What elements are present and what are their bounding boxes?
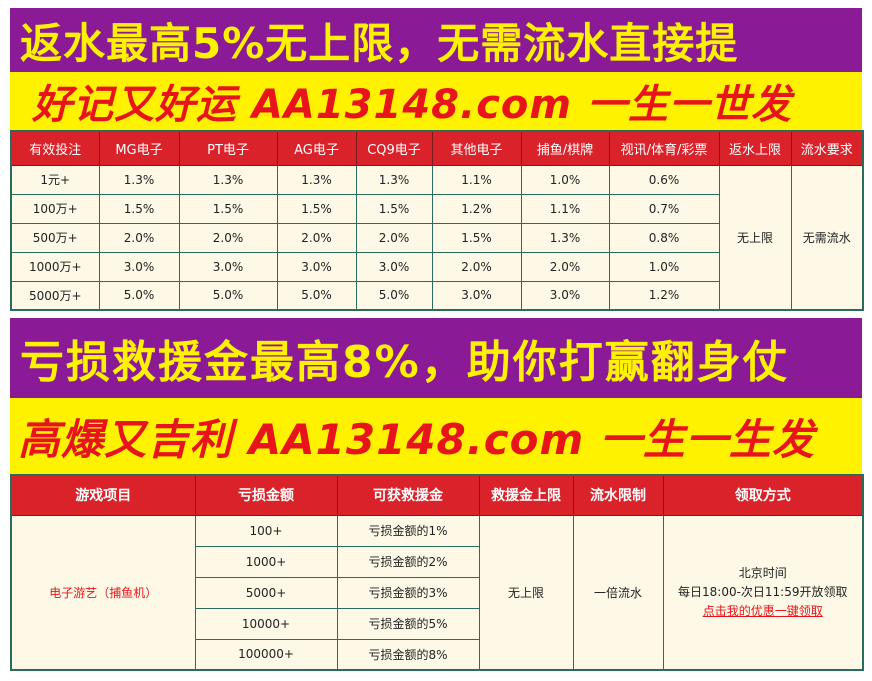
rebate-banner-slogan-text: 好记又好运 AA13148.com 一生一世发 [32, 82, 792, 128]
rebate-panel: 返水最高5%无上限，无需流水直接提 好记又好运 AA13148.com 一生一世… [10, 8, 864, 311]
rebate-header-cap: 返水上限 [718, 130, 792, 166]
rebate-header-bet: 有效投注 [10, 130, 100, 166]
table-cell: 100万+ [10, 193, 100, 224]
table-row: 5000+ 亏损金额的3% [11, 576, 863, 609]
table-row: 电子游艺（捕鱼机） 100+ 亏损金额的1% 无上限 一倍流水 北京时间 每日1… [10, 514, 864, 671]
table-cell: 1.5% [355, 193, 433, 224]
table-cell: 1.0% [608, 251, 720, 282]
table-cell: 1.3% [355, 164, 433, 195]
table-cell: 3.0% [276, 251, 357, 282]
rescue-cap-cell: 无上限 [478, 514, 574, 671]
rescue-header-loss: 亏损金额 [194, 474, 338, 516]
rescue-header-cap: 救援金上限 [478, 474, 574, 516]
table-row: 100000+ 亏损金额的8% [11, 638, 863, 671]
table-cell: 1.0% [520, 164, 610, 195]
table-cell: 1.1% [520, 193, 610, 224]
rebate-table-header-row: 有效投注 MG电子 PT电子 AG电子 CQ9电子 其他电子 捕鱼/棋牌 视讯/… [10, 130, 864, 166]
rebate-cap-cell: 无上限 [718, 164, 792, 311]
rescue-header-turnover: 流水限制 [572, 474, 664, 516]
table-cell: 5000+ [194, 576, 338, 609]
table-cell: 亏损金额的5% [336, 607, 480, 640]
rescue-panel: 亏损救援金最高8%，助你打赢翻身仗 高爆又吉利 AA13148.com 一生一生… [10, 318, 864, 672]
table-cell: 亏损金额的8% [336, 638, 480, 671]
table-cell: 2.0% [276, 222, 357, 253]
rescue-header-claim: 领取方式 [662, 474, 864, 516]
table-cell: 0.6% [608, 164, 720, 195]
game-cell: 电子游艺（捕鱼机） [10, 514, 196, 671]
table-row: 1000万+ 3.0% 3.0% 3.0% 3.0% 2.0% 2.0% 1.0… [10, 251, 863, 282]
table-cell: 100000+ [194, 638, 338, 671]
table-row: 5000万+ 5.0% 5.0% 5.0% 5.0% 3.0% 3.0% 1.2… [10, 280, 863, 311]
rebate-header-fishing: 捕鱼/棋牌 [520, 130, 610, 166]
table-cell: 2.0% [355, 222, 433, 253]
table-cell: 3.0% [355, 251, 433, 282]
table-cell: 500万+ [10, 222, 100, 253]
rescue-header-game: 游戏项目 [10, 474, 196, 516]
rebate-banner-slogan: 好记又好运 AA13148.com 一生一世发 [10, 72, 862, 130]
rescue-banner-slogan-text: 高爆又吉利 AA13148.com 一生一生发 [18, 414, 815, 464]
table-cell: 0.8% [608, 222, 720, 253]
rebate-header-cq9: CQ9电子 [355, 130, 433, 166]
table-cell: 1.2% [431, 193, 522, 224]
rebate-header-mg: MG电子 [98, 130, 180, 166]
table-cell: 2.0% [178, 222, 278, 253]
rescue-banner-title: 亏损救援金最高8%，助你打赢翻身仗 [10, 318, 862, 398]
table-cell: 1.5% [276, 193, 357, 224]
turnover-req-cell: 无需流水 [790, 164, 864, 311]
table-cell: 2.0% [431, 251, 522, 282]
table-cell: 1.3% [98, 164, 180, 195]
table-cell: 0.7% [608, 193, 720, 224]
table-row: 10000+ 亏损金额的5% [11, 607, 863, 640]
table-cell: 3.0% [178, 251, 278, 282]
table-cell: 10000+ [194, 607, 338, 640]
table-cell: 1元+ [10, 164, 100, 195]
table-cell: 5.0% [355, 280, 433, 311]
table-cell: 5.0% [178, 280, 278, 311]
table-cell: 100+ [194, 514, 338, 547]
table-cell: 5.0% [276, 280, 357, 311]
table-cell: 2.0% [98, 222, 180, 253]
table-cell: 亏损金额的3% [336, 576, 480, 609]
table-cell: 3.0% [98, 251, 180, 282]
table-cell: 1.5% [431, 222, 522, 253]
table-row: 1000+ 亏损金额的2% [11, 545, 863, 578]
table-cell: 1.5% [98, 193, 180, 224]
table-row: 500万+ 2.0% 2.0% 2.0% 2.0% 1.5% 1.3% 0.8% [10, 222, 863, 253]
rescue-table-header-row: 游戏项目 亏损金额 可获救援金 救援金上限 流水限制 领取方式 [10, 474, 864, 516]
table-row: 1元+ 1.3% 1.3% 1.3% 1.3% 1.1% 1.0% 0.6% 无… [10, 164, 864, 311]
rebate-table: 有效投注 MG电子 PT电子 AG电子 CQ9电子 其他电子 捕鱼/棋牌 视讯/… [10, 130, 864, 311]
claim-cell: 北京时间 每日18:00-次日11:59开放领取 点击我的优惠一键领取 [662, 514, 864, 671]
table-cell: 1000万+ [10, 251, 100, 282]
turnover-limit-cell: 一倍流水 [572, 514, 664, 671]
table-cell: 3.0% [520, 280, 610, 311]
table-cell: 1.5% [178, 193, 278, 224]
rebate-header-other: 其他电子 [431, 130, 522, 166]
rescue-header-bonus: 可获救援金 [336, 474, 480, 516]
table-cell: 1.3% [276, 164, 357, 195]
rescue-banner-slogan: 高爆又吉利 AA13148.com 一生一生发 [10, 398, 862, 474]
rebate-header-ag: AG电子 [276, 130, 357, 166]
rebate-header-live: 视讯/体育/彩票 [608, 130, 720, 166]
table-cell: 1.3% [520, 222, 610, 253]
table-row: 100万+ 1.5% 1.5% 1.5% 1.5% 1.2% 1.1% 0.7% [10, 193, 863, 224]
table-cell: 3.0% [431, 280, 522, 311]
table-cell: 5000万+ [10, 280, 100, 311]
rebate-header-turnover: 流水要求 [790, 130, 864, 166]
table-cell: 亏损金额的1% [336, 514, 480, 547]
claim-link[interactable]: 点击我的优惠一键领取 [702, 603, 823, 618]
table-cell: 1.3% [178, 164, 278, 195]
table-cell: 2.0% [520, 251, 610, 282]
claim-time-window: 每日18:00-次日11:59开放领取 [678, 584, 848, 599]
rescue-table: 游戏项目 亏损金额 可获救援金 救援金上限 流水限制 领取方式 电子游艺（捕鱼机… [10, 474, 864, 671]
rebate-header-pt: PT电子 [178, 130, 278, 166]
table-cell: 5.0% [98, 280, 180, 311]
table-cell: 1.2% [608, 280, 720, 311]
rebate-banner-title: 返水最高5%无上限，无需流水直接提 [10, 8, 862, 72]
table-cell: 亏损金额的2% [336, 545, 480, 578]
rescue-banner-title-text: 亏损救援金最高8%，助你打赢翻身仗 [20, 337, 789, 388]
claim-time-label: 北京时间 [738, 565, 787, 580]
table-cell: 1000+ [194, 545, 338, 578]
table-cell: 1.1% [431, 164, 522, 195]
rebate-banner-title-text: 返水最高5%无上限，无需流水直接提 [20, 18, 739, 68]
